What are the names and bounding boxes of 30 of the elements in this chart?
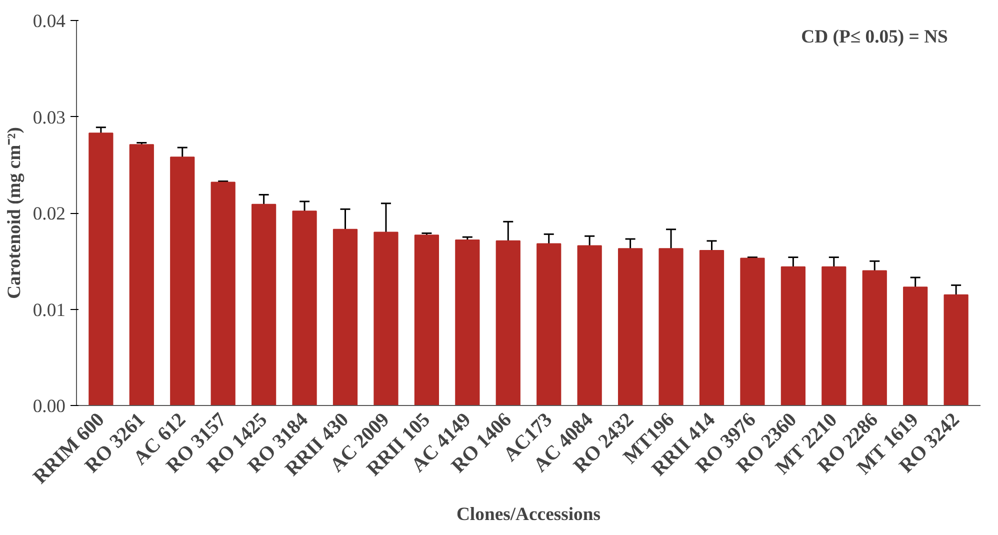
y-tick-label: 0.00 [32,396,66,417]
x-axis-title: Clones/Accessions [456,504,601,526]
bar [944,294,968,406]
bar [496,240,520,406]
bar [658,248,684,406]
bar [536,243,562,406]
bar [455,239,480,406]
y-tick-label: 0.03 [32,107,66,128]
bar [862,270,887,406]
bar [618,248,643,406]
bar [414,234,440,406]
annotation: CD (P≤ 0.05) = NS [801,26,948,48]
bar [170,156,195,406]
bar [699,250,724,406]
bar [129,144,154,406]
y-axis-title: Carotenoid (mg cm⁻²) [4,127,25,299]
bar [577,245,602,406]
bar [740,258,765,406]
bar [88,132,114,406]
y-tick-label: 0.02 [32,204,66,224]
bar [210,182,236,406]
bar [903,286,928,406]
bar [374,232,398,406]
y-tick-label: 0.01 [32,300,66,321]
bar [292,210,317,406]
bar [822,266,846,406]
y-tick-label: 0.04 [32,11,66,32]
bar [332,228,358,406]
bar [780,266,806,406]
bar [252,204,276,406]
